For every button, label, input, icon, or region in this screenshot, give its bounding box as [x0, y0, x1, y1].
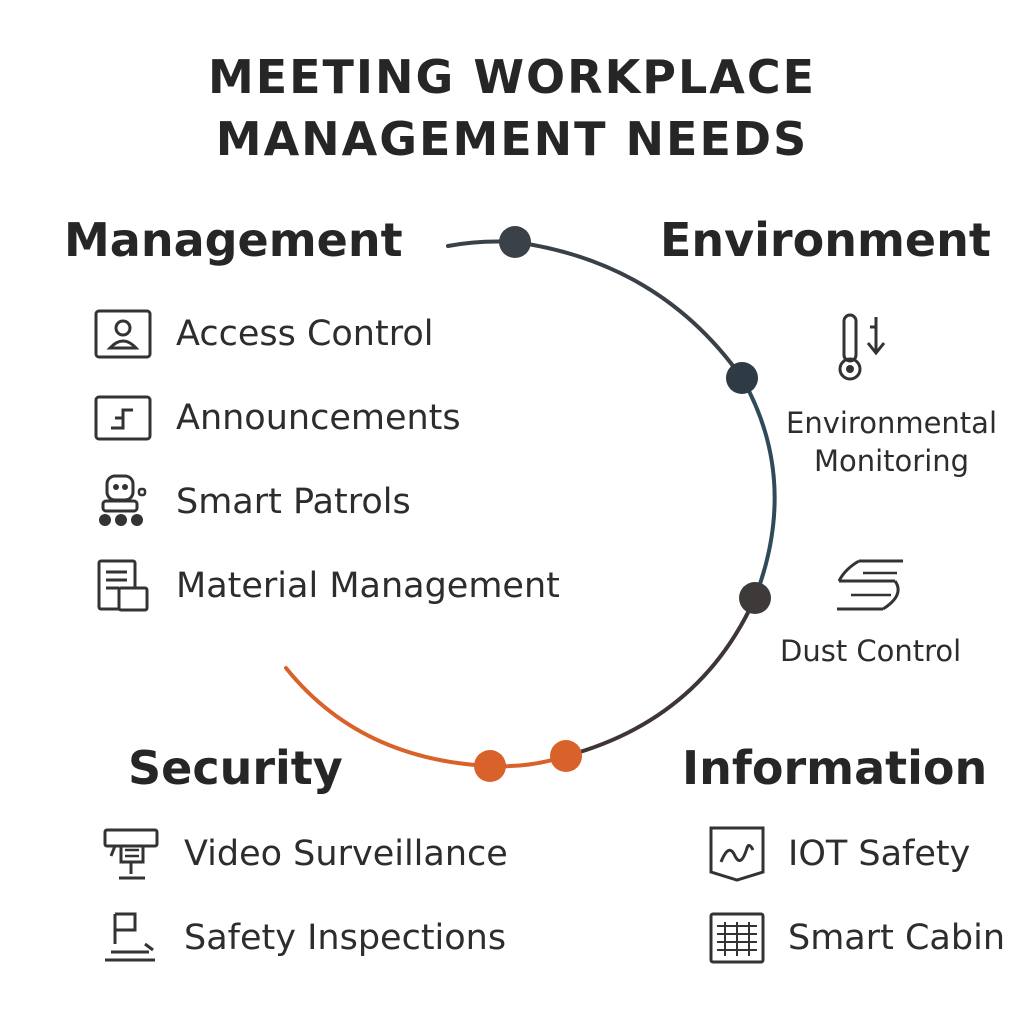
- title-line-2: MANAGEMENT NEEDS: [215, 112, 809, 166]
- list-item-material-management: Material Management: [92, 558, 560, 614]
- patrol-robot-icon: [92, 474, 154, 530]
- announcement-board-icon: [92, 390, 154, 446]
- list-item-announcements: Announcements: [92, 390, 461, 446]
- safety-inspections-label: Safety Inspections: [184, 918, 507, 958]
- iot-shield-icon: [706, 826, 768, 882]
- list-item-smart-cabin: Smart Cabin: [706, 910, 1005, 966]
- arc-segment-information: [564, 596, 757, 758]
- access-card-icon: [92, 306, 154, 362]
- heading-management: Management: [64, 213, 403, 267]
- document-icon: [92, 558, 154, 614]
- list-item-iot-safety: IOT Safety: [706, 826, 970, 882]
- heading-security: Security: [128, 741, 343, 795]
- inspection-icon: [100, 910, 162, 966]
- arc-node-environment-bottom: [739, 582, 771, 614]
- arc-node-environment-top: [726, 362, 758, 394]
- arc-segment-environment: [740, 376, 777, 600]
- iot-safety-label: IOT Safety: [788, 834, 971, 874]
- smart-patrols-label: Smart Patrols: [176, 482, 411, 522]
- dust-control-label: Dust Control: [780, 634, 962, 668]
- page-title: MEETING WORKPLACE MANAGEMENT NEEDS: [0, 46, 1024, 170]
- arc-segment-management-environment: [446, 239, 744, 380]
- access-control-label: Access Control: [176, 314, 434, 354]
- arc-node-management: [499, 226, 531, 258]
- smart-cabin-label: Smart Cabin: [788, 918, 1006, 958]
- list-item-video-surveillance: Video Surveillance: [100, 826, 508, 882]
- list-item-access-control: Access Control: [92, 306, 433, 362]
- list-item-smart-patrols: Smart Patrols: [92, 474, 411, 530]
- cabin-grid-icon: [706, 910, 768, 966]
- environmental-monitoring-line-2: Monitoring: [813, 444, 970, 478]
- arc-node-security: [474, 750, 506, 782]
- title-line-1: MEETING WORKPLACE: [207, 50, 817, 104]
- environmental-monitoring-text: Environmental Monitoring: [786, 404, 997, 480]
- thermometer-icon: [830, 310, 894, 384]
- cctv-camera-icon: [100, 826, 162, 882]
- list-item-safety-inspections: Safety Inspections: [100, 910, 506, 966]
- heading-environment: Environment: [660, 213, 991, 267]
- dust-wave-icon: [832, 554, 908, 614]
- heading-information: Information: [682, 741, 988, 795]
- arc-segment-security: [284, 666, 568, 769]
- video-surveillance-label: Video Surveillance: [184, 834, 508, 874]
- announcements-label: Announcements: [176, 398, 461, 438]
- arc-node-information: [550, 740, 582, 772]
- material-management-label: Material Management: [176, 566, 560, 606]
- environmental-monitoring-line-1: Environmental: [786, 406, 998, 440]
- dust-control-text: Dust Control: [780, 632, 961, 670]
